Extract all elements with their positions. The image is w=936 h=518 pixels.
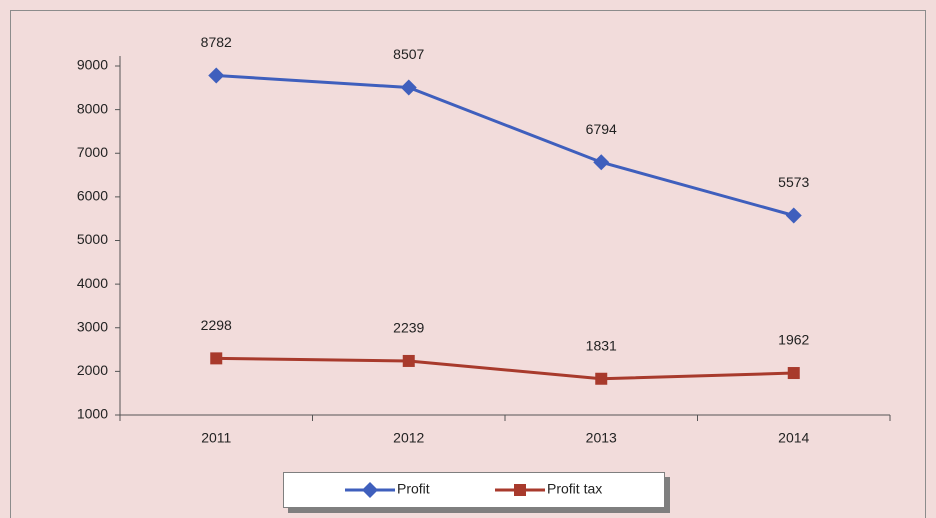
y-tick-label: 4000 <box>77 275 108 291</box>
legend-label: Profit <box>397 481 430 497</box>
y-tick-label: 1000 <box>77 406 108 422</box>
x-tick-label: 2012 <box>393 430 424 446</box>
y-tick-label: 7000 <box>77 144 108 160</box>
marker <box>400 79 417 96</box>
x-tick-label: 2014 <box>778 430 809 446</box>
marker <box>787 367 800 380</box>
series-line <box>216 356 794 381</box>
marker <box>362 482 378 498</box>
x-tick-label: 2013 <box>586 430 617 446</box>
data-label: 6794 <box>586 121 617 137</box>
data-label: 2298 <box>201 317 232 333</box>
data-label: 8782 <box>201 34 232 50</box>
y-tick-label: 2000 <box>77 362 108 378</box>
y-tick-label: 5000 <box>77 231 108 247</box>
marker <box>208 67 225 84</box>
marker <box>593 154 610 171</box>
legend-label: Profit tax <box>547 481 602 497</box>
data-label: 1831 <box>586 337 617 353</box>
x-tick-label: 2011 <box>201 430 231 446</box>
legend-box <box>283 472 665 508</box>
data-label: 8507 <box>393 46 424 62</box>
data-label: 5573 <box>778 174 809 190</box>
legend <box>283 472 670 513</box>
marker <box>785 207 802 224</box>
marker <box>514 484 526 496</box>
y-tick-label: 6000 <box>77 188 108 204</box>
chart-border <box>10 10 926 518</box>
marker <box>402 354 415 367</box>
marker <box>210 352 223 365</box>
data-label: 1962 <box>778 332 809 348</box>
marker <box>595 372 608 385</box>
data-label: 2239 <box>393 320 424 336</box>
series-line <box>216 74 795 217</box>
y-tick-label: 3000 <box>77 318 108 334</box>
y-tick-label: 9000 <box>77 57 108 73</box>
y-tick-label: 8000 <box>77 100 108 116</box>
